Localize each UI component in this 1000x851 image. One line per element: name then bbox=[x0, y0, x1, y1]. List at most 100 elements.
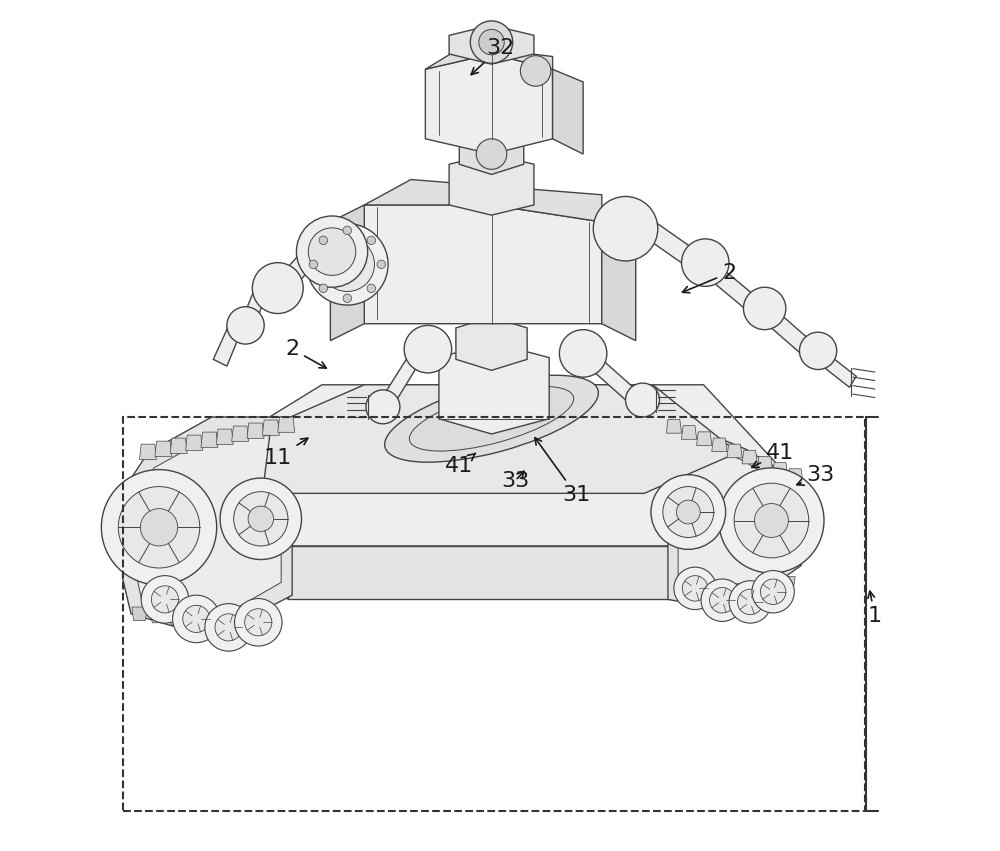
Circle shape bbox=[151, 585, 179, 613]
Text: 2: 2 bbox=[285, 340, 326, 368]
Circle shape bbox=[173, 595, 220, 643]
Ellipse shape bbox=[385, 375, 598, 462]
Circle shape bbox=[343, 226, 352, 235]
Polygon shape bbox=[553, 69, 583, 154]
Polygon shape bbox=[643, 220, 704, 271]
Polygon shape bbox=[330, 205, 364, 340]
Bar bbox=[123, 417, 865, 812]
Circle shape bbox=[559, 329, 607, 377]
Polygon shape bbox=[135, 436, 281, 622]
Polygon shape bbox=[275, 241, 324, 294]
Polygon shape bbox=[681, 426, 697, 439]
Polygon shape bbox=[241, 280, 269, 328]
Circle shape bbox=[343, 294, 352, 302]
Circle shape bbox=[520, 55, 551, 86]
Polygon shape bbox=[278, 417, 295, 432]
Polygon shape bbox=[201, 432, 218, 448]
Circle shape bbox=[738, 589, 763, 614]
Polygon shape bbox=[771, 315, 816, 357]
Polygon shape bbox=[456, 317, 527, 370]
Circle shape bbox=[366, 390, 400, 424]
Polygon shape bbox=[207, 616, 222, 630]
Polygon shape bbox=[262, 385, 738, 494]
Circle shape bbox=[307, 224, 388, 305]
Circle shape bbox=[296, 216, 368, 288]
Ellipse shape bbox=[409, 386, 574, 451]
Text: 32: 32 bbox=[471, 38, 514, 75]
Text: 41: 41 bbox=[752, 443, 794, 467]
Text: 33: 33 bbox=[797, 465, 835, 485]
Circle shape bbox=[234, 492, 288, 546]
Polygon shape bbox=[288, 546, 670, 599]
Circle shape bbox=[309, 260, 318, 269]
Polygon shape bbox=[132, 607, 147, 620]
Circle shape bbox=[485, 414, 498, 428]
Circle shape bbox=[252, 263, 303, 313]
Polygon shape bbox=[712, 438, 727, 452]
Polygon shape bbox=[364, 205, 602, 323]
Circle shape bbox=[141, 575, 189, 623]
Polygon shape bbox=[186, 435, 203, 450]
Circle shape bbox=[626, 383, 659, 417]
Circle shape bbox=[760, 579, 786, 604]
Circle shape bbox=[220, 478, 302, 559]
Polygon shape bbox=[668, 417, 807, 612]
Circle shape bbox=[710, 587, 735, 613]
Circle shape bbox=[674, 567, 716, 609]
Text: 11: 11 bbox=[264, 438, 308, 468]
Circle shape bbox=[476, 139, 507, 169]
Circle shape bbox=[470, 21, 513, 63]
Polygon shape bbox=[425, 54, 553, 154]
Text: 33: 33 bbox=[501, 471, 529, 491]
Polygon shape bbox=[449, 26, 534, 64]
Polygon shape bbox=[151, 609, 166, 623]
Circle shape bbox=[651, 475, 726, 550]
Polygon shape bbox=[247, 423, 264, 438]
Polygon shape bbox=[697, 431, 712, 445]
Polygon shape bbox=[232, 426, 249, 442]
Circle shape bbox=[593, 197, 658, 261]
Polygon shape bbox=[216, 429, 233, 444]
Circle shape bbox=[140, 509, 178, 546]
Polygon shape bbox=[712, 269, 763, 315]
Polygon shape bbox=[207, 455, 288, 599]
Polygon shape bbox=[602, 222, 636, 340]
Polygon shape bbox=[188, 614, 203, 627]
Circle shape bbox=[752, 570, 794, 613]
Polygon shape bbox=[747, 581, 761, 593]
Polygon shape bbox=[425, 45, 553, 69]
Circle shape bbox=[729, 580, 771, 623]
Polygon shape bbox=[262, 420, 279, 436]
Polygon shape bbox=[782, 576, 795, 588]
Circle shape bbox=[183, 605, 210, 632]
Circle shape bbox=[734, 483, 809, 557]
Polygon shape bbox=[155, 441, 172, 456]
Polygon shape bbox=[207, 385, 788, 546]
Polygon shape bbox=[826, 357, 856, 387]
Circle shape bbox=[682, 239, 729, 287]
Circle shape bbox=[205, 603, 252, 651]
Polygon shape bbox=[170, 438, 187, 454]
Circle shape bbox=[248, 506, 274, 532]
Polygon shape bbox=[678, 432, 795, 602]
Polygon shape bbox=[364, 180, 602, 222]
Polygon shape bbox=[670, 477, 788, 599]
Circle shape bbox=[367, 284, 376, 293]
Circle shape bbox=[320, 237, 374, 292]
Polygon shape bbox=[226, 618, 241, 631]
Circle shape bbox=[743, 288, 786, 329]
Text: 2: 2 bbox=[682, 263, 736, 293]
Circle shape bbox=[101, 470, 217, 585]
Polygon shape bbox=[695, 589, 709, 600]
Text: 1: 1 bbox=[868, 591, 882, 626]
Polygon shape bbox=[449, 154, 534, 215]
Circle shape bbox=[676, 500, 700, 524]
Polygon shape bbox=[742, 450, 757, 464]
Polygon shape bbox=[764, 579, 778, 591]
Polygon shape bbox=[772, 463, 788, 477]
Circle shape bbox=[799, 332, 837, 369]
Polygon shape bbox=[459, 135, 524, 174]
Polygon shape bbox=[263, 622, 279, 636]
Polygon shape bbox=[439, 342, 549, 434]
Circle shape bbox=[215, 614, 242, 641]
